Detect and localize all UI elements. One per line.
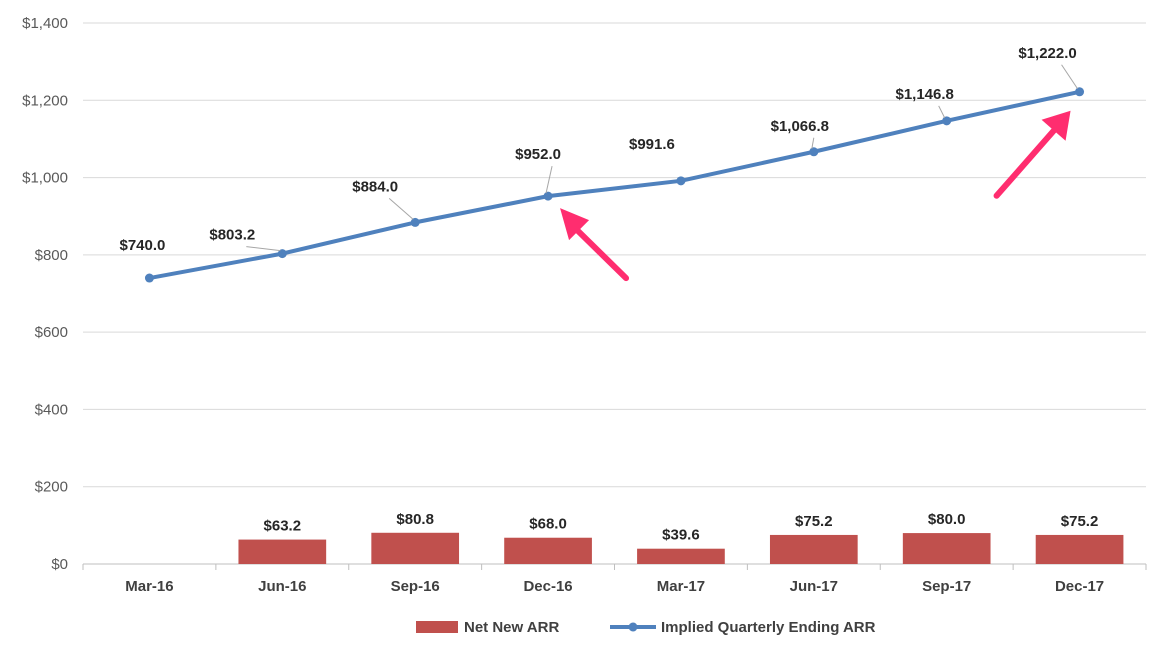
y-tick-label: $1,400 bbox=[22, 15, 68, 32]
line-data-label: $803.2 bbox=[209, 227, 255, 244]
line-series-path bbox=[147, 89, 1082, 281]
legend-label: Net New ARR bbox=[464, 619, 559, 636]
y-tick-label: $200 bbox=[35, 479, 68, 496]
leader-line bbox=[246, 246, 281, 252]
data-labels: $63.2 $80.8 $68.0 $39.6 $75.2 $80.0 $75.2 $740.… bbox=[119, 45, 1098, 544]
bar-data-label: $75.2 bbox=[795, 513, 833, 530]
bar bbox=[238, 539, 327, 564]
leader-line bbox=[938, 105, 946, 119]
x-tick-label: Dec-17 bbox=[1055, 578, 1104, 595]
x-tick-label: Mar-17 bbox=[657, 578, 705, 595]
line-series bbox=[144, 87, 1085, 283]
y-tick-label: $400 bbox=[35, 401, 68, 418]
bar-data-label: $68.0 bbox=[529, 516, 567, 533]
y-tick-label: $1,200 bbox=[22, 92, 68, 109]
leader-line bbox=[388, 198, 414, 220]
annotation-arrow-shaft bbox=[569, 222, 630, 282]
line-data-label: $1,222.0 bbox=[1018, 45, 1076, 62]
line-data-label: $952.0 bbox=[515, 146, 561, 163]
y-tick-label: $800 bbox=[35, 247, 68, 264]
bar-series bbox=[238, 532, 1124, 564]
bar bbox=[637, 548, 725, 564]
line-data-label: $884.0 bbox=[352, 178, 398, 195]
x-tick-label: Mar-16 bbox=[125, 578, 173, 595]
line-point bbox=[942, 116, 952, 126]
leader-line bbox=[1061, 64, 1078, 90]
legend-swatch-bar bbox=[416, 621, 458, 633]
gridlines bbox=[83, 22, 1146, 488]
bar-data-label: $75.2 bbox=[1061, 513, 1099, 530]
x-tick-label: Sep-17 bbox=[922, 578, 971, 595]
legend: Net New ARR Implied Quarterly Ending ARR bbox=[416, 619, 876, 636]
x-tick-label: Jun-16 bbox=[258, 578, 306, 595]
bar bbox=[1035, 534, 1124, 564]
annotation-arrow-head bbox=[1041, 110, 1071, 141]
bar bbox=[769, 534, 858, 564]
line-data-label: $740.0 bbox=[119, 237, 165, 254]
x-tick-label: Jun-17 bbox=[790, 578, 838, 595]
y-tick-label: $0 bbox=[51, 556, 68, 573]
line-point bbox=[144, 273, 154, 283]
legend-swatch-marker bbox=[628, 622, 638, 632]
leader-line bbox=[811, 137, 815, 149]
x-axis: Mar-16 Jun-16 Sep-16 Dec-16 Mar-17 Jun-17 Sep-… bbox=[82, 563, 1147, 595]
y-tick-label: $1,000 bbox=[22, 170, 68, 187]
line-point bbox=[676, 176, 686, 186]
y-axis: $0 $200 $400 $600 $800 $1,000 $1,200 $1,400 bbox=[22, 15, 68, 573]
legend-label: Implied Quarterly Ending ARR bbox=[661, 619, 876, 636]
bar bbox=[371, 532, 460, 564]
line-data-label: $1,066.8 bbox=[771, 118, 829, 135]
x-tick-label: Dec-16 bbox=[523, 578, 572, 595]
line-point bbox=[543, 191, 553, 201]
leader-line bbox=[545, 166, 553, 194]
bar-data-label: $80.0 bbox=[928, 511, 966, 528]
line-data-label: $1,146.8 bbox=[895, 86, 953, 103]
line-point bbox=[410, 217, 420, 227]
x-tick-label: Sep-16 bbox=[391, 578, 440, 595]
annotation-arrow-shaft bbox=[993, 126, 1058, 199]
annotation-arrow-head bbox=[560, 208, 590, 241]
line-data-label: $991.6 bbox=[629, 136, 675, 153]
line-point bbox=[277, 249, 287, 259]
bar bbox=[504, 537, 592, 564]
bar-data-label: $39.6 bbox=[662, 527, 700, 544]
bar bbox=[902, 533, 991, 564]
bar-data-label: $63.2 bbox=[264, 518, 302, 535]
y-tick-label: $600 bbox=[35, 324, 68, 341]
annotations bbox=[560, 110, 1071, 282]
line-point bbox=[1075, 87, 1085, 97]
line-point bbox=[809, 147, 819, 157]
bar-data-label: $80.8 bbox=[396, 511, 434, 528]
